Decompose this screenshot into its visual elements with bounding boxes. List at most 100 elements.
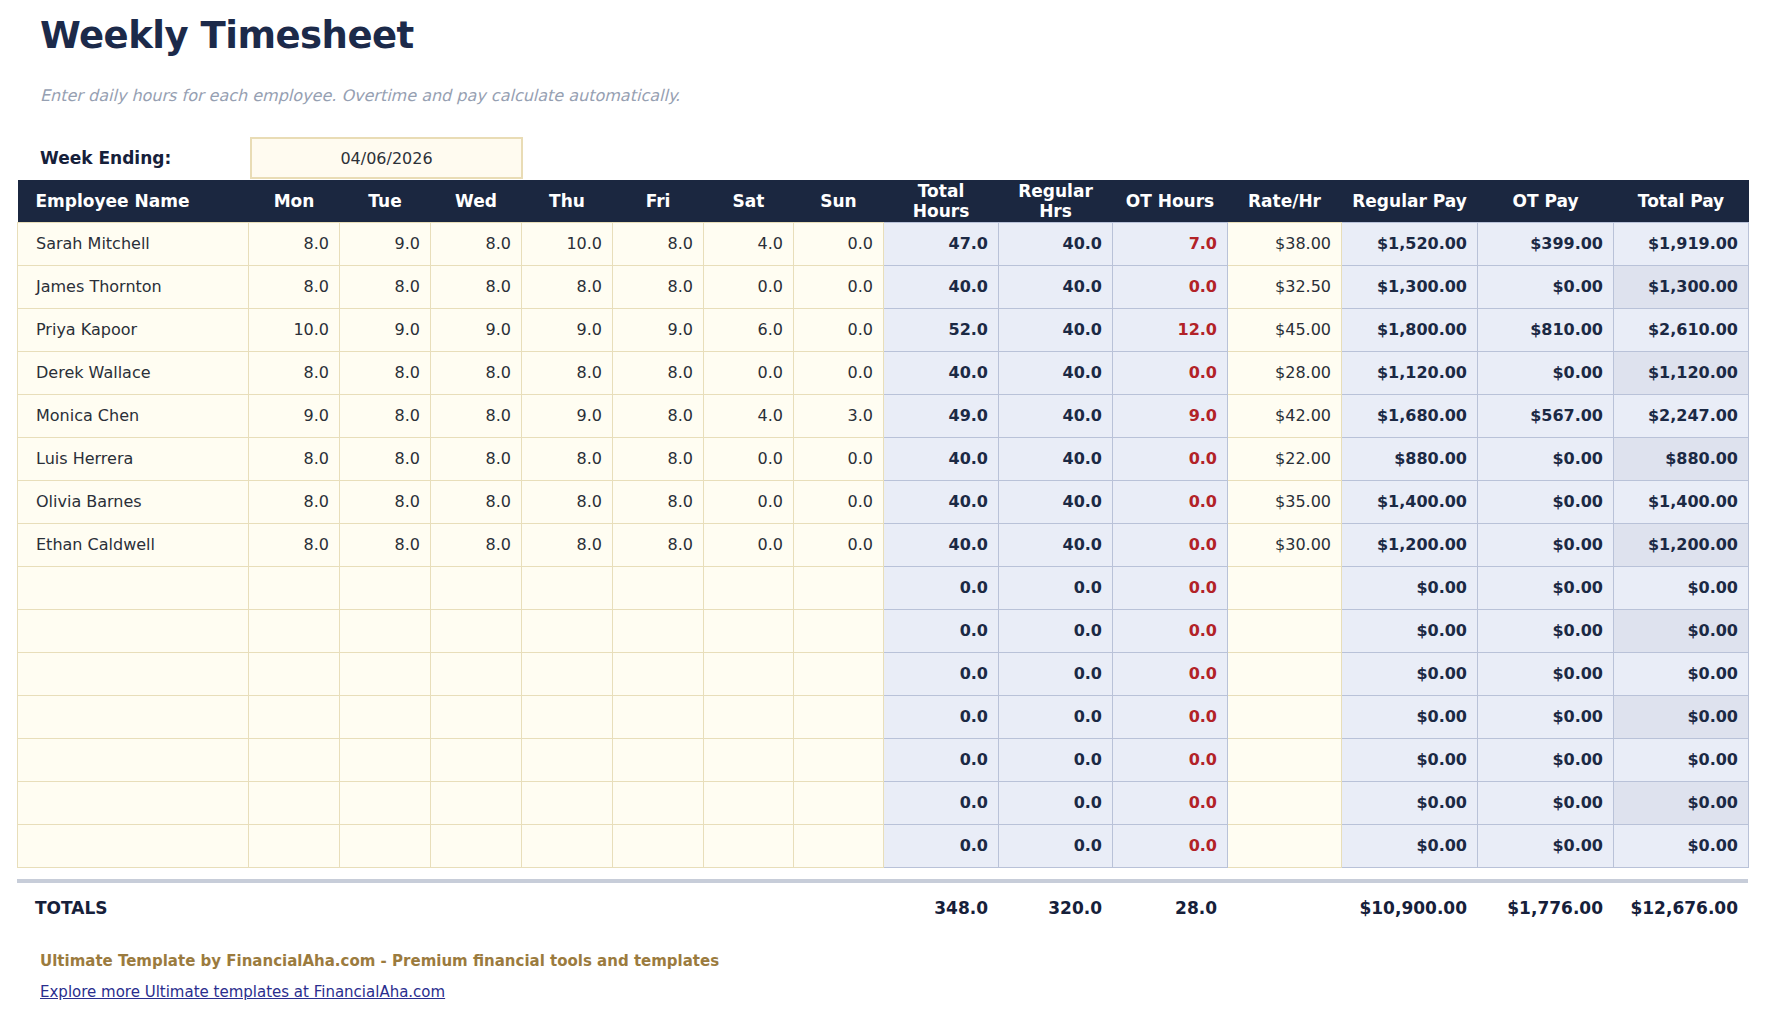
employee-name-cell[interactable]	[18, 781, 249, 824]
day-hours-cell[interactable]: 6.0	[704, 308, 794, 351]
day-hours-cell[interactable]: 8.0	[613, 265, 704, 308]
day-hours-cell[interactable]	[249, 566, 340, 609]
day-hours-cell[interactable]	[522, 695, 613, 738]
day-hours-cell[interactable]	[340, 738, 431, 781]
day-hours-cell[interactable]	[613, 738, 704, 781]
day-hours-cell[interactable]	[613, 781, 704, 824]
rate-per-hr-cell[interactable]: $38.00	[1228, 222, 1342, 265]
day-hours-cell[interactable]: 9.0	[340, 222, 431, 265]
rate-per-hr-cell[interactable]	[1228, 609, 1342, 652]
day-hours-cell[interactable]: 0.0	[704, 437, 794, 480]
day-hours-cell[interactable]	[613, 609, 704, 652]
rate-per-hr-cell[interactable]: $28.00	[1228, 351, 1342, 394]
day-hours-cell[interactable]: 8.0	[431, 480, 522, 523]
employee-name-cell[interactable]: Luis Herrera	[18, 437, 249, 480]
rate-per-hr-cell[interactable]: $30.00	[1228, 523, 1342, 566]
day-hours-cell[interactable]	[522, 824, 613, 867]
employee-name-cell[interactable]: James Thornton	[18, 265, 249, 308]
day-hours-cell[interactable]: 8.0	[522, 480, 613, 523]
employee-name-cell[interactable]: Ethan Caldwell	[18, 523, 249, 566]
day-hours-cell[interactable]: 0.0	[704, 480, 794, 523]
day-hours-cell[interactable]	[704, 566, 794, 609]
rate-per-hr-cell[interactable]	[1228, 824, 1342, 867]
day-hours-cell[interactable]	[613, 566, 704, 609]
day-hours-cell[interactable]: 9.0	[431, 308, 522, 351]
day-hours-cell[interactable]: 8.0	[249, 437, 340, 480]
rate-per-hr-cell[interactable]	[1228, 652, 1342, 695]
day-hours-cell[interactable]: 8.0	[431, 265, 522, 308]
day-hours-cell[interactable]: 8.0	[340, 394, 431, 437]
day-hours-cell[interactable]: 9.0	[249, 394, 340, 437]
day-hours-cell[interactable]: 0.0	[704, 523, 794, 566]
day-hours-cell[interactable]	[522, 609, 613, 652]
rate-per-hr-cell[interactable]: $35.00	[1228, 480, 1342, 523]
day-hours-cell[interactable]: 9.0	[522, 308, 613, 351]
day-hours-cell[interactable]	[340, 566, 431, 609]
day-hours-cell[interactable]	[704, 824, 794, 867]
day-hours-cell[interactable]	[704, 609, 794, 652]
day-hours-cell[interactable]	[522, 781, 613, 824]
day-hours-cell[interactable]: 4.0	[704, 394, 794, 437]
day-hours-cell[interactable]: 8.0	[613, 351, 704, 394]
day-hours-cell[interactable]	[249, 781, 340, 824]
day-hours-cell[interactable]	[613, 652, 704, 695]
day-hours-cell[interactable]	[249, 738, 340, 781]
day-hours-cell[interactable]	[340, 652, 431, 695]
day-hours-cell[interactable]: 8.0	[613, 394, 704, 437]
day-hours-cell[interactable]	[340, 824, 431, 867]
day-hours-cell[interactable]	[431, 781, 522, 824]
day-hours-cell[interactable]: 0.0	[704, 265, 794, 308]
day-hours-cell[interactable]: 8.0	[249, 351, 340, 394]
day-hours-cell[interactable]: 8.0	[431, 523, 522, 566]
day-hours-cell[interactable]: 0.0	[794, 265, 884, 308]
day-hours-cell[interactable]: 8.0	[522, 265, 613, 308]
day-hours-cell[interactable]	[340, 695, 431, 738]
day-hours-cell[interactable]	[704, 738, 794, 781]
day-hours-cell[interactable]: 0.0	[794, 308, 884, 351]
day-hours-cell[interactable]	[794, 738, 884, 781]
rate-per-hr-cell[interactable]	[1228, 566, 1342, 609]
day-hours-cell[interactable]: 8.0	[249, 480, 340, 523]
day-hours-cell[interactable]: 8.0	[431, 222, 522, 265]
day-hours-cell[interactable]	[794, 566, 884, 609]
day-hours-cell[interactable]: 0.0	[704, 351, 794, 394]
employee-name-cell[interactable]	[18, 566, 249, 609]
day-hours-cell[interactable]	[704, 781, 794, 824]
day-hours-cell[interactable]: 8.0	[340, 523, 431, 566]
day-hours-cell[interactable]	[794, 824, 884, 867]
day-hours-cell[interactable]: 0.0	[794, 523, 884, 566]
day-hours-cell[interactable]: 8.0	[613, 437, 704, 480]
day-hours-cell[interactable]	[613, 695, 704, 738]
day-hours-cell[interactable]: 9.0	[613, 308, 704, 351]
employee-name-cell[interactable]	[18, 652, 249, 695]
day-hours-cell[interactable]	[704, 695, 794, 738]
day-hours-cell[interactable]: 8.0	[522, 523, 613, 566]
day-hours-cell[interactable]: 8.0	[431, 394, 522, 437]
day-hours-cell[interactable]: 8.0	[522, 351, 613, 394]
day-hours-cell[interactable]	[522, 652, 613, 695]
employee-name-cell[interactable]	[18, 695, 249, 738]
rate-per-hr-cell[interactable]: $42.00	[1228, 394, 1342, 437]
day-hours-cell[interactable]: 9.0	[522, 394, 613, 437]
day-hours-cell[interactable]: 8.0	[431, 437, 522, 480]
day-hours-cell[interactable]: 8.0	[249, 265, 340, 308]
day-hours-cell[interactable]: 9.0	[340, 308, 431, 351]
day-hours-cell[interactable]: 8.0	[340, 480, 431, 523]
day-hours-cell[interactable]: 8.0	[249, 222, 340, 265]
day-hours-cell[interactable]	[613, 824, 704, 867]
day-hours-cell[interactable]: 0.0	[794, 437, 884, 480]
day-hours-cell[interactable]: 8.0	[340, 437, 431, 480]
employee-name-cell[interactable]: Derek Wallace	[18, 351, 249, 394]
day-hours-cell[interactable]	[522, 738, 613, 781]
day-hours-cell[interactable]	[794, 609, 884, 652]
day-hours-cell[interactable]	[431, 824, 522, 867]
day-hours-cell[interactable]: 0.0	[794, 480, 884, 523]
day-hours-cell[interactable]	[794, 695, 884, 738]
rate-per-hr-cell[interactable]: $45.00	[1228, 308, 1342, 351]
employee-name-cell[interactable]: Olivia Barnes	[18, 480, 249, 523]
employee-name-cell[interactable]	[18, 609, 249, 652]
day-hours-cell[interactable]	[794, 652, 884, 695]
day-hours-cell[interactable]	[340, 781, 431, 824]
day-hours-cell[interactable]: 3.0	[794, 394, 884, 437]
day-hours-cell[interactable]	[794, 781, 884, 824]
